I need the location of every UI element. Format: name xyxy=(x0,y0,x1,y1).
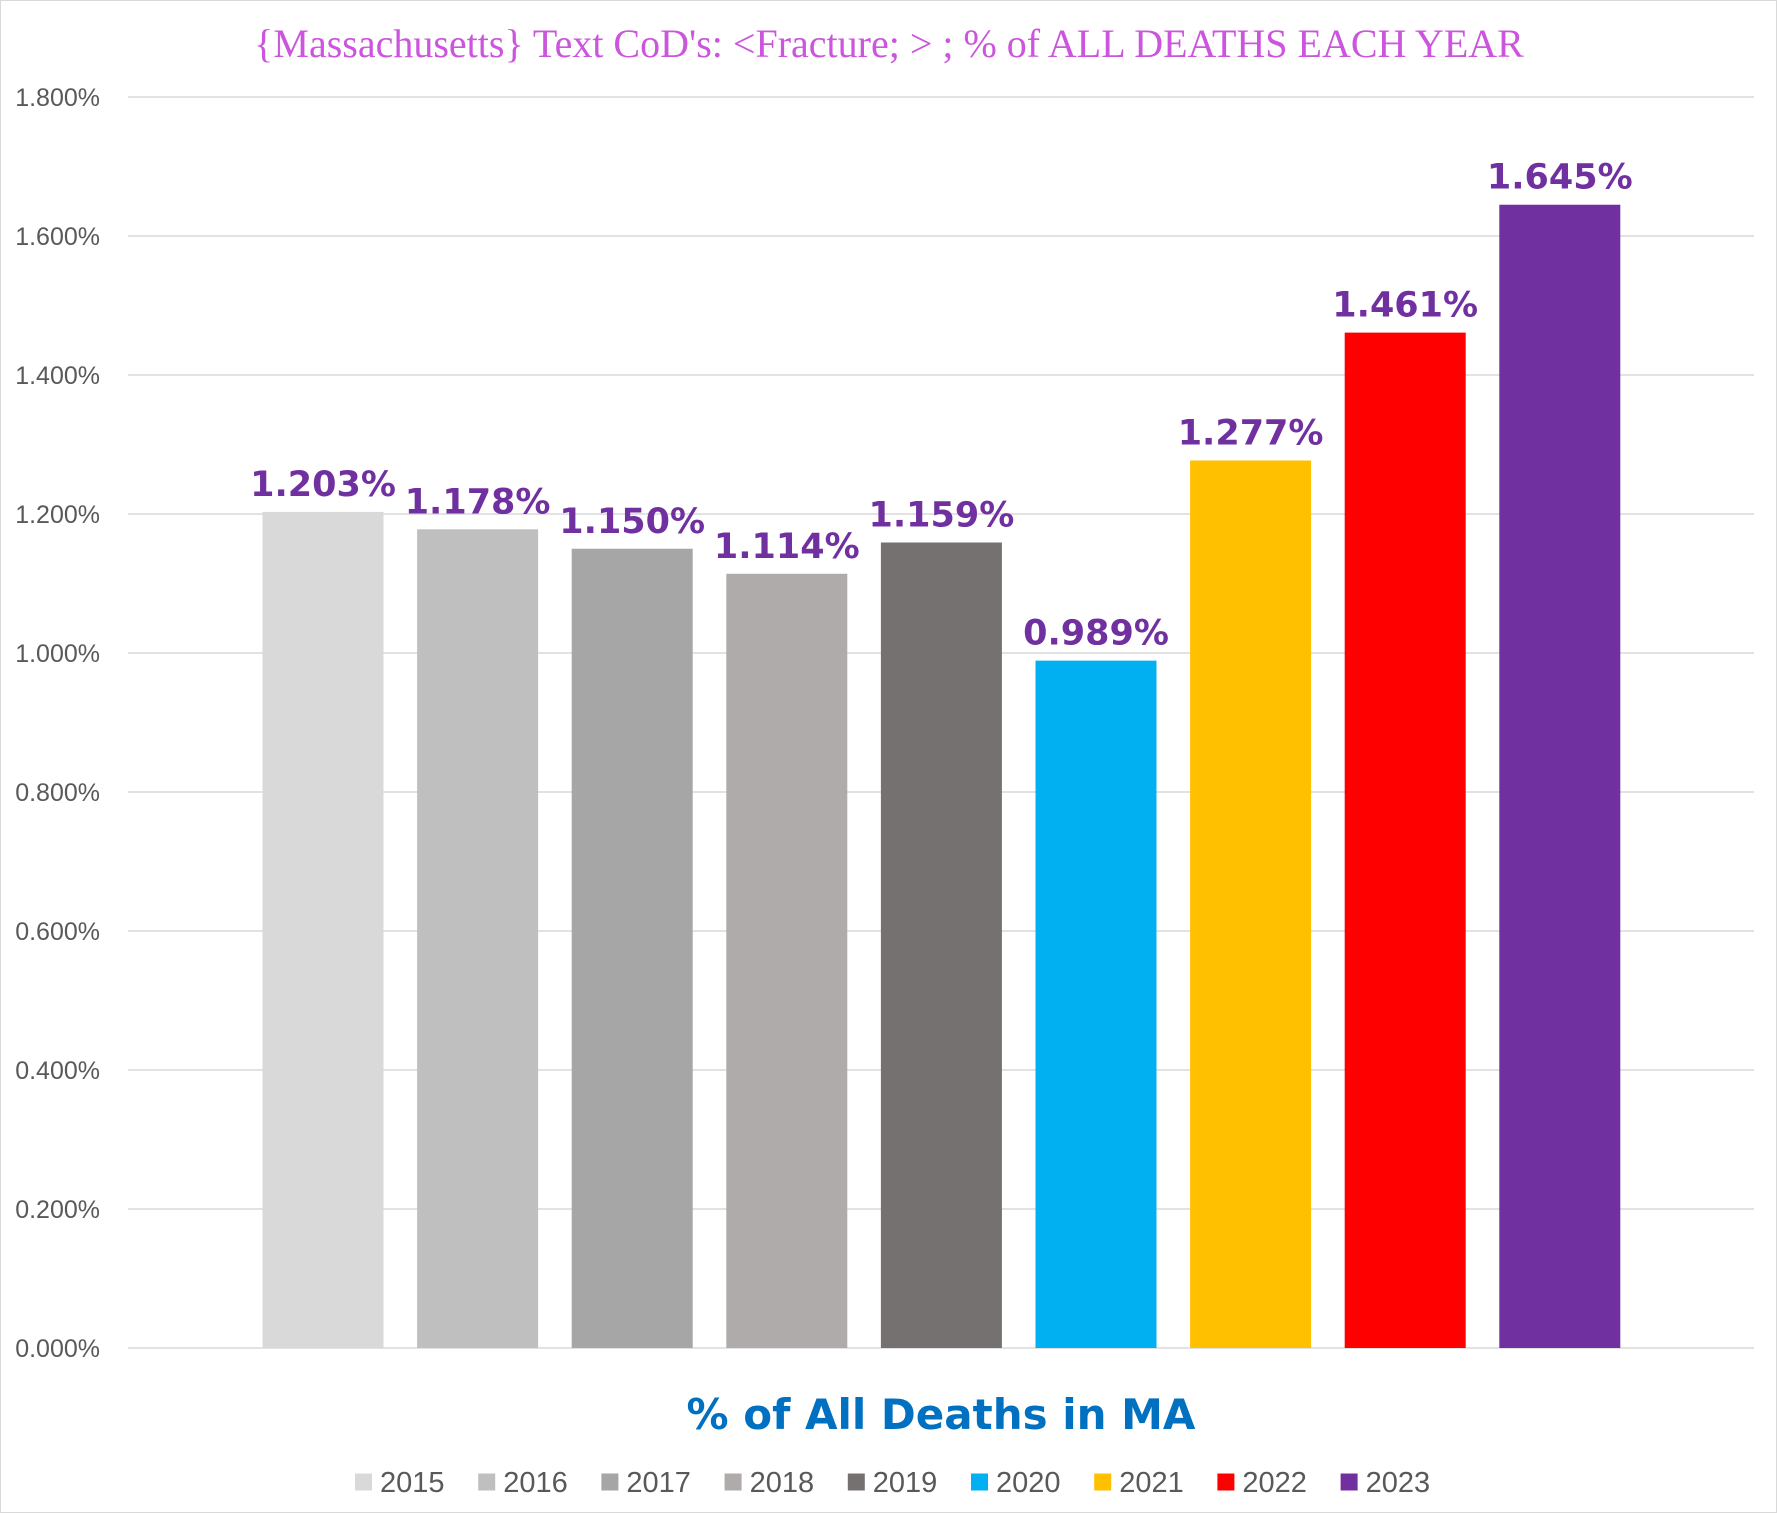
legend-item-2017: 2017 xyxy=(601,1467,691,1499)
bar-2020 xyxy=(1035,660,1157,1348)
legend-label: 2023 xyxy=(1366,1467,1431,1499)
legend-item-2016: 2016 xyxy=(478,1467,568,1499)
data-label-2015: 1.203% xyxy=(250,465,396,505)
x-axis-label: % of All Deaths in MA xyxy=(687,1390,1196,1439)
legend: 2015 2016 2017 2018 2019 2020 2021 2022 2023 xyxy=(355,1467,1430,1499)
legend-swatch xyxy=(1217,1473,1235,1491)
legend-swatch xyxy=(724,1473,742,1491)
y-tick-label: 1.600% xyxy=(15,223,100,251)
bar-2016 xyxy=(417,529,539,1348)
bar-2015 xyxy=(262,511,384,1348)
data-label-2019: 1.159% xyxy=(869,495,1015,535)
legend-label: 2017 xyxy=(626,1467,691,1499)
data-label-2018: 1.114% xyxy=(714,527,860,567)
bar-2017 xyxy=(571,548,693,1348)
legend-swatch xyxy=(1094,1473,1112,1491)
bar-2023 xyxy=(1499,204,1621,1349)
legend-label: 2016 xyxy=(503,1467,568,1499)
y-tick-label: 0.000% xyxy=(15,1335,100,1363)
legend-swatch xyxy=(971,1473,988,1491)
bars xyxy=(262,204,1621,1349)
y-tick-label: 0.800% xyxy=(15,779,100,807)
legend-item-2020: 2020 xyxy=(971,1467,1061,1499)
bar-2021 xyxy=(1190,460,1312,1348)
y-tick-label: 0.200% xyxy=(15,1196,100,1224)
legend-label: 2015 xyxy=(380,1467,445,1499)
legend-swatch xyxy=(1340,1473,1358,1491)
y-tick-label: 0.600% xyxy=(15,918,100,946)
data-labels: 1.203% 1.178% 1.150%1.114%1.159% 0.989% 1.27… xyxy=(250,158,1633,654)
y-tick-label: 1.800% xyxy=(15,84,100,112)
legend-item-2015: 2015 xyxy=(355,1467,445,1499)
legend-swatch xyxy=(355,1473,372,1491)
y-tick-label: 1.200% xyxy=(15,501,100,529)
y-tick-label: 1.400% xyxy=(15,362,100,390)
legend-swatch xyxy=(601,1473,619,1491)
bar-2018 xyxy=(726,573,848,1348)
chart-title: {Massachusetts} Text CoD's: <Fracture; >… xyxy=(254,21,1524,66)
legend-label: 2018 xyxy=(750,1467,815,1499)
data-label-2017: 1.150% xyxy=(559,502,705,542)
y-tick-label: 0.400% xyxy=(15,1057,100,1085)
legend-swatch xyxy=(478,1473,496,1491)
data-label-2022: 1.461% xyxy=(1332,286,1478,326)
legend-swatch xyxy=(847,1473,865,1491)
bar-2019 xyxy=(880,542,1002,1348)
legend-label: 2019 xyxy=(873,1467,938,1499)
data-label-2023: 1.645% xyxy=(1487,158,1633,198)
data-label-2020: 0.989% xyxy=(1023,614,1169,654)
legend-label: 2020 xyxy=(996,1467,1061,1499)
data-label-2021: 1.277% xyxy=(1178,413,1324,453)
data-label-2016: 1.178% xyxy=(405,482,551,522)
bar-2022 xyxy=(1344,332,1466,1349)
y-axis-ticks: 0.000% 0.200% 0.400% 0.600% 0.800% 1.000% 1.20… xyxy=(15,84,100,1363)
legend-item-2019: 2019 xyxy=(847,1467,938,1499)
legend-item-2023: 2023 xyxy=(1340,1467,1431,1499)
legend-label: 2021 xyxy=(1119,1467,1184,1499)
legend-label: 2022 xyxy=(1242,1467,1307,1499)
legend-item-2021: 2021 xyxy=(1094,1467,1184,1499)
legend-item-2022: 2022 xyxy=(1217,1467,1307,1499)
y-tick-label: 1.000% xyxy=(15,640,100,668)
legend-item-2018: 2018 xyxy=(724,1467,815,1499)
